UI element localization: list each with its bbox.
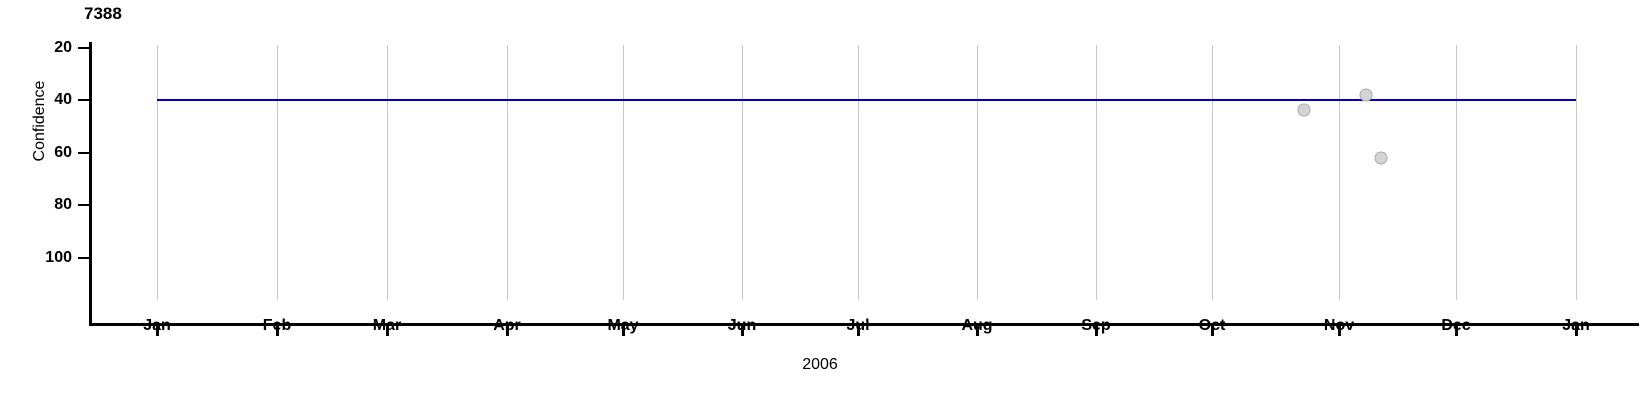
x-axis-label-mar-2: Mar bbox=[372, 317, 402, 334]
x-axis-label-oct-9: Oct bbox=[1198, 317, 1226, 334]
gridline-jan-0 bbox=[157, 45, 158, 300]
gridline-may-4 bbox=[623, 45, 624, 300]
gridline-jun-5 bbox=[742, 45, 743, 300]
x-axis-tick-9 bbox=[1211, 326, 1214, 336]
x-axis-label-dec-11: Dec bbox=[1441, 317, 1471, 334]
gridline-sep-8 bbox=[1096, 45, 1097, 300]
x-axis-tick-12 bbox=[1575, 326, 1578, 336]
x-axis-tick-6 bbox=[857, 326, 860, 336]
y-axis-line bbox=[89, 42, 92, 326]
data-point[interactable] bbox=[1297, 103, 1311, 117]
x-axis-tick-11 bbox=[1455, 326, 1458, 336]
x-axis-tick-2 bbox=[386, 326, 389, 336]
x-axis-tick-5 bbox=[741, 326, 744, 336]
y-axis-label-100: 100 bbox=[45, 249, 72, 266]
data-point[interactable] bbox=[1374, 151, 1388, 165]
x-axis-label-apr-3: Apr bbox=[493, 317, 521, 334]
x-axis-tick-0 bbox=[156, 326, 159, 336]
x-axis-label-sep-8: Sep bbox=[1081, 317, 1111, 334]
x-axis-label-feb-1: Feb bbox=[262, 317, 292, 334]
x-axis-label-jun-5: Jun bbox=[727, 317, 757, 334]
confidence-threshold-line bbox=[157, 99, 1576, 101]
x-axis-tick-7 bbox=[976, 326, 979, 336]
x-axis-tick-10 bbox=[1338, 326, 1341, 336]
gridline-dec-11 bbox=[1456, 45, 1457, 300]
x-axis-title: 2006 bbox=[802, 356, 838, 373]
x-axis-tick-8 bbox=[1095, 326, 1098, 336]
x-axis-label-jan-0: Jan bbox=[143, 317, 171, 334]
x-axis-label-nov-10: Nov bbox=[1323, 317, 1355, 334]
x-axis-tick-3 bbox=[506, 326, 509, 336]
y-axis-label-40: 40 bbox=[54, 91, 72, 108]
y-axis-tick-100 bbox=[78, 257, 89, 259]
gridline-oct-9 bbox=[1212, 45, 1213, 300]
x-axis-label-jul-6: Jul bbox=[846, 317, 870, 334]
gridline-feb-1 bbox=[277, 45, 278, 300]
gridline-jul-6 bbox=[858, 45, 859, 300]
x-axis-label-may-4: May bbox=[607, 317, 639, 334]
y-axis-label-60: 60 bbox=[54, 144, 72, 161]
y-axis-tick-60 bbox=[78, 152, 89, 154]
y-axis-label-20: 20 bbox=[54, 39, 72, 56]
x-axis-tick-1 bbox=[276, 326, 279, 336]
x-axis-label-jan-12: Jan bbox=[1562, 317, 1590, 334]
chart-title: 7388 bbox=[84, 4, 122, 23]
y-axis-label-80: 80 bbox=[54, 196, 72, 213]
y-axis-tick-20 bbox=[78, 47, 89, 49]
gridline-nov-10 bbox=[1339, 45, 1340, 300]
data-point[interactable] bbox=[1359, 88, 1373, 102]
x-axis-line bbox=[89, 323, 1639, 326]
gridline-apr-3 bbox=[507, 45, 508, 300]
y-axis-title: Confidence bbox=[31, 80, 48, 162]
x-axis-tick-4 bbox=[622, 326, 625, 336]
x-axis-label-aug-7: Aug bbox=[961, 317, 993, 334]
gridline-aug-7 bbox=[977, 45, 978, 300]
gridline-mar-2 bbox=[387, 45, 388, 300]
y-axis-tick-80 bbox=[78, 204, 89, 206]
gridline-jan-12 bbox=[1576, 45, 1577, 300]
y-axis-tick-40 bbox=[78, 99, 89, 101]
